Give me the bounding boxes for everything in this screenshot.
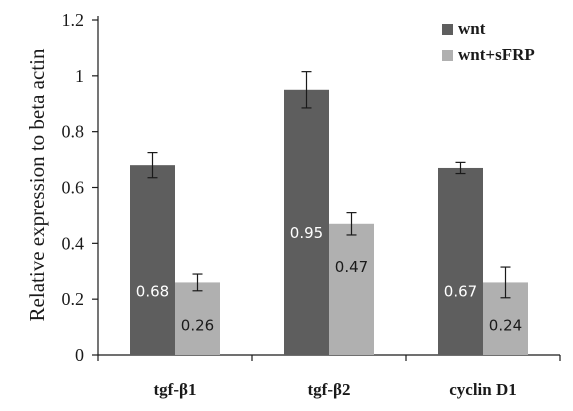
legend-label: wnt <box>458 19 486 38</box>
bar-wnt-sfrp <box>175 282 220 355</box>
bar-wnt <box>284 89 329 356</box>
x-category-label: tgf-β2 <box>308 380 351 399</box>
error-bars <box>147 71 511 299</box>
y-tick-label: 0.8 <box>62 122 85 142</box>
data-label: 0.95 <box>290 224 323 242</box>
y-tick-label: 0.6 <box>62 178 85 198</box>
data-label: 0.68 <box>136 282 169 300</box>
legend: wnt wnt+sFRP <box>442 19 535 64</box>
legend-swatch <box>442 24 453 35</box>
legend-swatch <box>442 50 453 61</box>
y-tick-label: 0.2 <box>62 289 85 309</box>
y-tick-label: 1.2 <box>62 10 85 30</box>
bar-wnt <box>130 165 175 355</box>
x-axis-category-labels: tgf-β1 tgf-β2 cyclin D1 <box>154 380 517 399</box>
y-tick-label: 1 <box>75 66 84 86</box>
x-category-label: cyclin D1 <box>449 380 517 399</box>
y-axis-title: Relative expression to beta actin <box>25 48 49 321</box>
data-labels: 0.68 0.26 0.95 0.47 0.67 0.24 <box>136 224 522 335</box>
bar-wnt-sfrp <box>329 223 374 355</box>
data-label: 0.24 <box>489 316 522 334</box>
y-axis-title-group: Relative expression to beta actin <box>25 48 49 321</box>
data-label: 0.47 <box>335 258 368 276</box>
y-tick-label: 0.4 <box>62 233 85 253</box>
bars <box>130 89 528 356</box>
x-category-label: tgf-β1 <box>154 380 197 399</box>
y-tick-label: 0 <box>75 345 84 365</box>
data-label: 0.67 <box>444 282 477 300</box>
bar-wnt <box>438 167 483 355</box>
y-axis-ticks: 0 0.2 0.4 0.6 0.8 1 1.2 <box>62 10 98 365</box>
legend-label: wnt+sFRP <box>458 45 535 64</box>
data-label: 0.26 <box>181 316 214 334</box>
